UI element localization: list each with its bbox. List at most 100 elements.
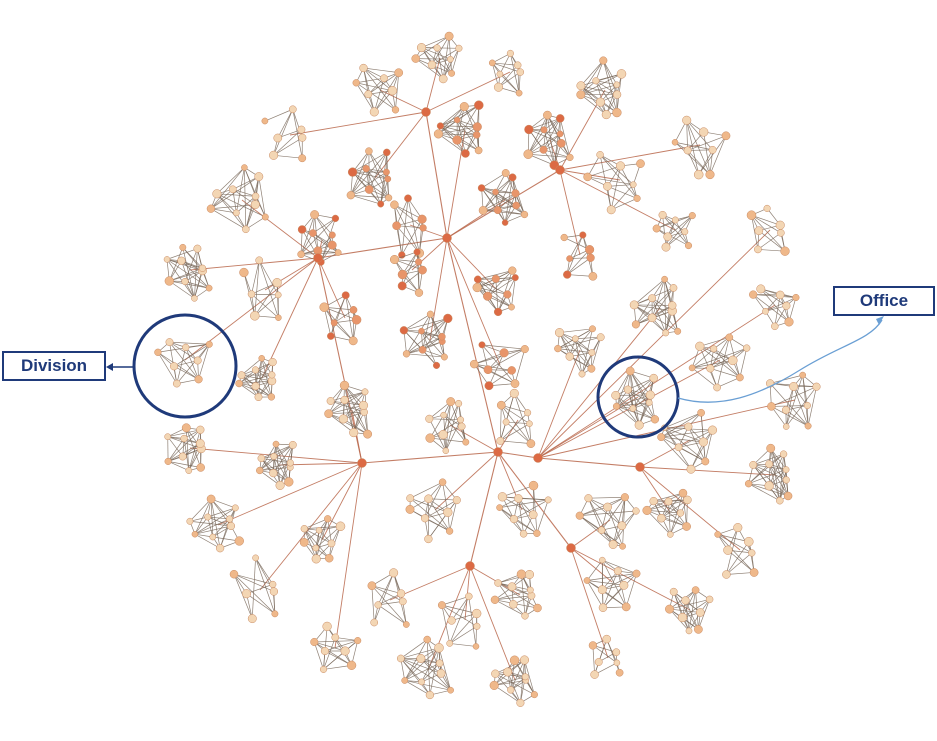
- office-edge: [363, 67, 399, 74]
- office-node: [198, 264, 207, 272]
- office-edge: [273, 109, 294, 156]
- office-edge: [355, 82, 375, 113]
- office-edge: [421, 47, 452, 74]
- office-edge: [241, 358, 262, 376]
- office-node: [352, 79, 360, 87]
- office-edge: [646, 510, 681, 514]
- office-edge: [692, 347, 747, 369]
- spoke-edge: [449, 424, 499, 453]
- office-edge: [751, 214, 786, 252]
- office-edge: [481, 187, 498, 211]
- office-edge: [499, 405, 502, 441]
- office-node: [721, 131, 731, 141]
- office-edge: [667, 215, 693, 237]
- office-edge: [324, 306, 354, 311]
- office-edge: [495, 673, 535, 695]
- office-node: [507, 582, 517, 592]
- office-node: [297, 225, 307, 234]
- office-node: [812, 382, 821, 391]
- office-node: [710, 345, 718, 353]
- office-node: [625, 366, 635, 376]
- office-cluster: [765, 371, 821, 430]
- office-node: [180, 434, 188, 443]
- division-hub-node: [555, 165, 565, 175]
- office-node: [459, 102, 469, 112]
- office-node: [775, 220, 785, 230]
- office-node: [575, 511, 584, 520]
- office-edge: [415, 58, 451, 60]
- office-cluster: [405, 478, 461, 544]
- office-node: [358, 400, 369, 410]
- office-edge: [315, 530, 320, 559]
- office-edge: [595, 80, 618, 113]
- office-node: [767, 402, 776, 411]
- office-node: [540, 126, 548, 134]
- office-edge: [424, 482, 443, 519]
- office-node: [438, 478, 447, 486]
- office-edge: [404, 658, 422, 681]
- office-node: [455, 399, 463, 408]
- office-node: [705, 595, 714, 604]
- office-edge: [438, 133, 466, 154]
- office-edge: [691, 367, 718, 388]
- office-edge: [468, 596, 477, 647]
- office-node: [586, 253, 595, 262]
- office-cluster: [154, 338, 213, 388]
- office-edge: [365, 168, 389, 199]
- office-edge: [246, 584, 273, 595]
- office-node: [401, 677, 409, 684]
- office-node: [250, 200, 260, 210]
- office-edge: [167, 461, 189, 471]
- office-edge: [610, 184, 634, 210]
- office-node: [446, 640, 454, 647]
- office-edge: [216, 193, 266, 218]
- office-node: [583, 172, 592, 182]
- office-node: [632, 569, 641, 578]
- office-node: [523, 149, 533, 159]
- office-node: [425, 414, 434, 423]
- office-edge: [422, 314, 431, 350]
- office-edge: [169, 341, 210, 345]
- office-node: [746, 210, 757, 220]
- spoke-edge: [570, 519, 611, 549]
- office-edge: [166, 259, 203, 272]
- office-node: [645, 390, 655, 400]
- office-node: [469, 359, 479, 369]
- division-hubs: [313, 107, 645, 571]
- office-cluster: [239, 256, 282, 321]
- office-edge: [580, 60, 604, 95]
- office-node: [364, 185, 374, 194]
- office-node: [749, 290, 758, 299]
- office-node: [619, 542, 626, 550]
- office-node: [258, 355, 265, 362]
- office-edge: [157, 351, 199, 380]
- office-edge: [166, 259, 195, 299]
- office-node: [744, 480, 753, 488]
- office-node: [516, 68, 525, 76]
- office-node: [491, 669, 500, 678]
- office-node: [588, 271, 598, 281]
- office-node: [603, 502, 612, 512]
- office-node: [543, 110, 552, 120]
- office-node: [662, 329, 670, 337]
- office-cluster: [206, 164, 269, 234]
- office-node: [271, 610, 279, 618]
- office-edge: [660, 436, 692, 470]
- office-node: [771, 322, 779, 331]
- office-node: [676, 509, 685, 517]
- office-node: [762, 307, 769, 315]
- office-edge: [407, 198, 420, 254]
- office-node: [241, 164, 248, 171]
- office-edge: [350, 150, 370, 196]
- office-edge: [314, 214, 333, 236]
- office-edge: [607, 186, 638, 199]
- office-node: [327, 240, 337, 250]
- office-edge: [487, 348, 525, 370]
- office-node: [633, 194, 641, 202]
- office-edge: [559, 328, 593, 333]
- office-cluster: [629, 275, 682, 337]
- spoke-edge: [446, 237, 498, 291]
- office-node: [612, 648, 621, 657]
- office-node: [206, 494, 216, 504]
- office-node: [164, 433, 172, 441]
